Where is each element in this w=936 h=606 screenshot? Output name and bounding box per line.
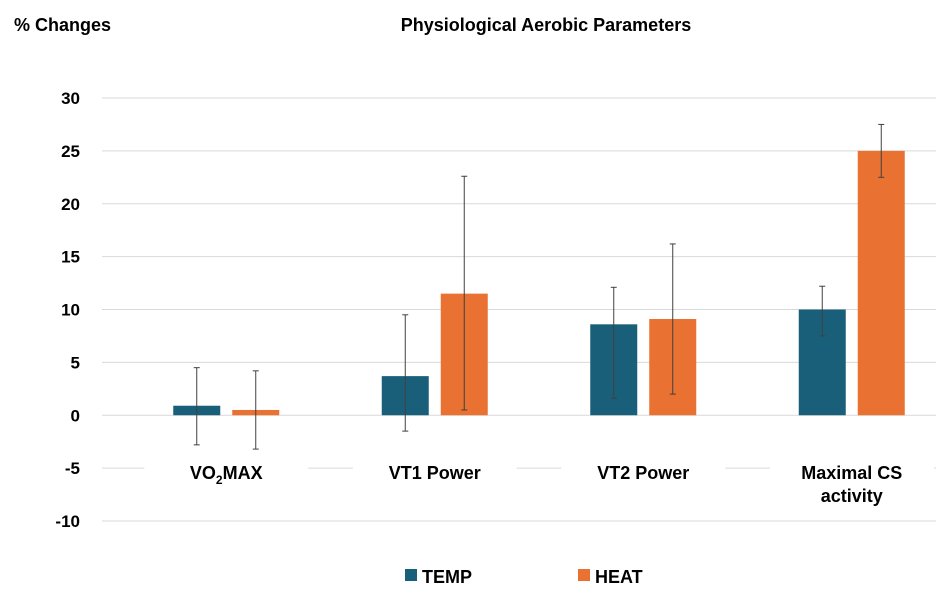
chart-title: Physiological Aerobic Parameters (401, 15, 691, 35)
error-bar-temp-3 (819, 285, 826, 337)
svg-text:VT2 Power: VT2 Power (597, 463, 689, 483)
svg-text:activity: activity (821, 486, 883, 506)
y-tick-label: 25 (61, 142, 80, 161)
error-bar-heat-1 (461, 175, 468, 411)
error-bar-temp-0 (193, 367, 200, 446)
y-tick-label: -5 (65, 459, 80, 478)
bar-heat-3 (857, 150, 905, 416)
legend-item-heat: HEAT (578, 567, 643, 587)
x-tick-labels: VO2MAX VT1 Power VT2 Power Maximal CS activi… (144, 455, 934, 509)
y-tick-label: 15 (61, 248, 80, 267)
legend-swatch (405, 569, 417, 581)
y-tick-label: 10 (61, 301, 80, 320)
y-tick-label: 0 (71, 406, 80, 425)
y-tick-labels: 30 25 20 15 10 5 0 -5 -10 (55, 89, 80, 531)
y-axis-label: % Changes (14, 15, 111, 35)
y-tick-label: 20 (61, 195, 80, 214)
legend: TEMP HEAT (405, 567, 643, 587)
y-tick-label: 30 (61, 89, 80, 108)
bars (173, 150, 905, 416)
legend-swatch (578, 569, 590, 581)
error-bar-heat-0 (252, 370, 259, 450)
legend-label: HEAT (595, 567, 643, 587)
legend-label: TEMP (422, 567, 472, 587)
x-tick-label-0: VO2MAX (144, 455, 309, 487)
error-bar-heat-3 (878, 123, 885, 178)
svg-text:Maximal CS: Maximal CS (801, 463, 902, 483)
error-bar-temp-1 (402, 314, 409, 432)
x-tick-label-1: VT1 Power (352, 455, 517, 486)
y-tick-label: 5 (71, 353, 80, 372)
y-tick-label: -10 (55, 512, 80, 531)
error-bars (193, 123, 885, 450)
legend-item-temp: TEMP (405, 567, 472, 587)
x-tick-label-3: Maximal CS activity (769, 455, 934, 509)
svg-text:VT1 Power: VT1 Power (389, 463, 481, 483)
error-bar-heat-2 (669, 243, 676, 395)
error-bar-temp-2 (610, 286, 617, 399)
svg-text:VO2MAX: VO2MAX (190, 463, 263, 487)
x-tick-label-2: VT2 Power (561, 455, 726, 486)
